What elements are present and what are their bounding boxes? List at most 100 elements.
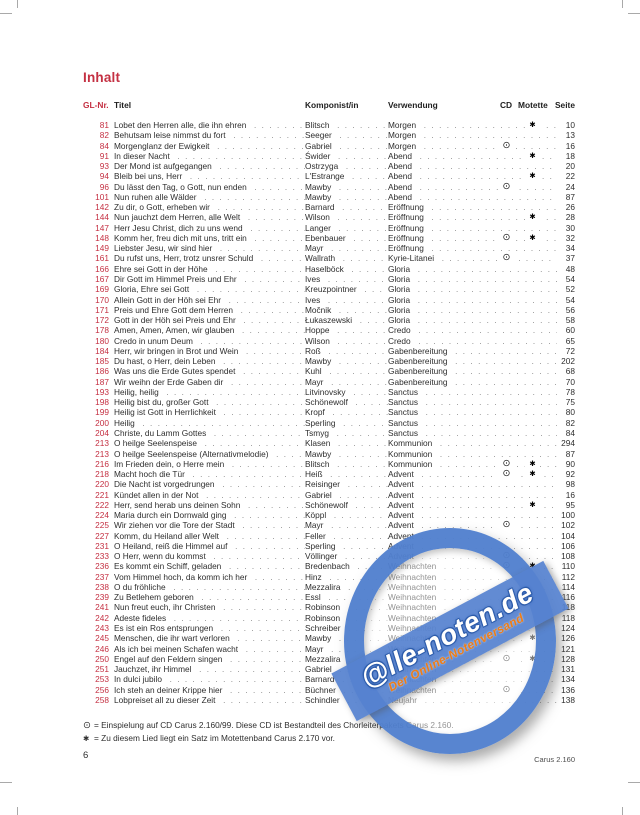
row-composer: Heiß [305, 469, 323, 480]
row-composer-cell: Völlinger [305, 551, 388, 561]
row-usage: Credo [388, 325, 411, 336]
table-row: 241 Nun freut euch, ihr Christen Robinso… [83, 602, 575, 613]
row-title-cell: Macht hoch die Tür [114, 469, 305, 479]
crop-mark [622, 0, 623, 8]
row-composer: Mayr [305, 376, 324, 387]
row-usage-cell: Advent [388, 551, 575, 561]
row-usage-cell: Weihnachten [388, 582, 575, 592]
row-usage: Eröffnung [388, 202, 424, 213]
row-composer-cell: Bredenbach [305, 561, 388, 571]
table-row: 148 Komm her, freu dich mit uns, tritt e… [83, 232, 575, 244]
row-composer: Mayr [305, 643, 324, 654]
row-gl-number: 193 [95, 386, 109, 397]
row-composer-cell: Reisinger [305, 479, 388, 489]
row-title: Jauchzet, ihr Himmel [114, 664, 192, 675]
cd-icon: ⊙ [498, 684, 515, 695]
row-usage: Advent [388, 499, 414, 510]
row-title-cell: Im Frieden dein, o Herre mein [114, 459, 305, 469]
toc-rows: 81 Lobet den Herren alle, die ihn ehren … [83, 120, 575, 706]
footnotes: ⊙ = Einspielung auf CD Carus 2.160/99. Di… [83, 719, 575, 745]
row-title: Nun freut euch, ihr Christen [114, 602, 216, 613]
table-row: 224 Maria durch ein Dornwald ging Köppl … [83, 510, 575, 521]
crop-mark [0, 13, 12, 14]
row-title-cell: Menschen, die ihr wart verloren [114, 633, 305, 643]
row-usage: Gloria [388, 263, 411, 274]
row-page-number: 78 [557, 386, 575, 398]
row-title-cell: Der Mond ist aufgegangen [114, 161, 305, 171]
row-composer: Wallrath [305, 253, 336, 264]
row-title: Heilig ist Gott in Herrlichkeit [114, 407, 216, 418]
row-composer: Wilson [305, 335, 330, 346]
row-usage: Eröffnung [388, 243, 424, 254]
row-usage: Sanctus [388, 407, 418, 418]
table-row: 245 Menschen, die ihr wart verloren Mawb… [83, 633, 575, 644]
row-usage-cell: Neujahr [388, 695, 575, 705]
row-page-number: 80 [557, 407, 575, 418]
row-usage: Eröffnung [388, 212, 424, 223]
row-composer-cell: Barnard [305, 674, 388, 684]
row-title: Liebster Jesu, wir sind hier [114, 243, 213, 254]
row-usage-cell: Advent [388, 520, 575, 530]
row-composer: Schönewolf [305, 499, 348, 510]
row-title: Amen, Amen, Amen, wir glauben [114, 325, 235, 336]
row-title: O Herr, wenn du kommst [114, 551, 206, 562]
table-row: 96 Du lässt den Tag, o Gott, nun enden M… [83, 181, 575, 192]
row-usage-cell: Morgen [388, 141, 575, 151]
row-composer-cell: Mezzalira [305, 654, 388, 664]
row-title: Zu Betlehem geboren [114, 592, 194, 603]
table-row: 82 Behutsam leise nimmst du fort Seeger … [83, 130, 575, 141]
row-usage-cell: Gloria [388, 305, 575, 315]
row-composer-cell: Gabriel [305, 490, 388, 500]
row-composer-cell: Mayr [305, 520, 388, 530]
row-composer-cell: Schönewolf [305, 397, 388, 407]
row-title: Komm, du Heiland aller Welt [114, 530, 219, 541]
row-usage: Advent [388, 530, 414, 541]
row-composer: Sperling [305, 540, 336, 551]
row-gl-number: 222 [95, 499, 109, 510]
row-page-number: 92 [557, 469, 575, 480]
motette-star-icon: ✱ [525, 212, 540, 223]
row-title-cell: O du fröhliche [114, 582, 305, 592]
row-usage-cell: Weihnachten [388, 572, 575, 582]
row-composer: Gabriel [305, 140, 332, 151]
row-title-cell: Dir Gott im Himmel Preis und Ehr [114, 274, 305, 284]
row-composer: Blitsch [305, 120, 330, 130]
row-usage: Sanctus [388, 386, 418, 397]
row-title-cell: Amen, Amen, Amen, wir glauben [114, 325, 305, 335]
row-title: Adeste fideles [114, 612, 167, 623]
row-composer-cell: Sperling [305, 541, 388, 551]
row-usage: Gabenbereitung [388, 356, 448, 367]
row-usage-cell: Advent [388, 541, 575, 551]
row-composer-cell: Feller [305, 531, 388, 541]
row-composer-cell: Roß [305, 346, 388, 356]
row-gl-number: 94 [99, 171, 109, 182]
row-usage-cell: Abend [388, 161, 575, 171]
table-row: 220 Die Nacht ist vorgedrungen Reisinger… [83, 479, 575, 490]
footnote-cd-text: = Einspielung auf CD Carus 2.160/99. Die… [94, 720, 454, 730]
row-page-number: 104 [557, 530, 575, 541]
row-usage-cell: Abend [388, 151, 575, 161]
row-composer: Völlinger [305, 551, 338, 562]
row-usage-cell: Kommunion [388, 459, 575, 469]
row-page-number: 22 [557, 171, 575, 182]
row-title: Preis und Ehre Gott dem Herren [114, 304, 233, 315]
table-row: 250 Engel auf den Feldern singen Mezzali… [83, 653, 575, 665]
row-gl-number: 171 [95, 304, 109, 315]
table-row: 225 Wir ziehen vor die Tore der Stadt Ma… [83, 519, 575, 531]
row-page-number: 102 [557, 520, 575, 531]
row-gl-number: 161 [95, 253, 109, 264]
row-page-number: 95 [557, 499, 575, 511]
row-title-cell: Wir weihn der Erde Gaben dir [114, 377, 305, 387]
row-title-cell: O Heiland, reiß die Himmel auf [114, 541, 305, 551]
row-composer: Ives [305, 294, 321, 305]
row-page-number: 30 [557, 222, 575, 233]
row-page-number: 56 [557, 304, 575, 316]
row-title: Im Frieden dein, o Herre mein [114, 458, 225, 469]
table-row: 253 In dulci jubilo Barnard Weihnachten … [83, 674, 575, 685]
row-gl-number: 243 [95, 623, 109, 634]
cd-icon: ⊙ [83, 720, 91, 731]
row-composer: Gabriel [305, 489, 332, 500]
row-composer: Barnard [305, 674, 335, 685]
row-gl-number: 218 [95, 469, 109, 480]
row-title: Morgenglanz der Ewigkeit [114, 140, 210, 151]
